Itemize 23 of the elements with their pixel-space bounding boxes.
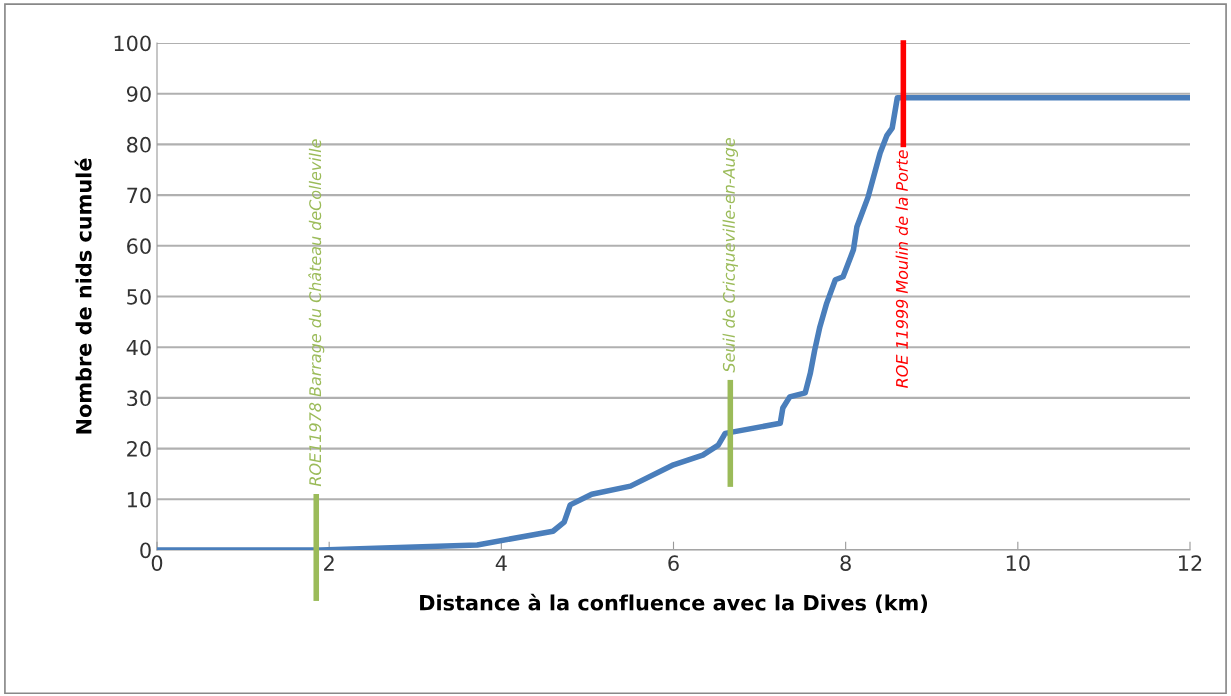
x-tick-label: 0: [151, 555, 163, 571]
x-tick-label: 8: [840, 555, 851, 571]
x-tick-label: 6: [668, 555, 679, 571]
ref-line-label: ROE11978 Barrage du Château deColleville: [308, 139, 325, 487]
y-tick-label: 90: [126, 86, 151, 102]
ref-line-label: Seuil de Cricqueville-en-Auge: [722, 138, 739, 373]
y-tick-label: 20: [127, 441, 151, 457]
y-tick-label: 40: [126, 339, 151, 356]
y-tick-label: 80: [127, 136, 151, 153]
y-tick-label: 70: [127, 187, 151, 204]
x-axis-title: Distance à la confluence avec la Dives (km): [420, 593, 928, 614]
x-tick-label: 12: [1179, 555, 1202, 571]
y-tick-label: 50: [127, 288, 151, 305]
y-tick-label: 100: [114, 35, 151, 52]
x-tick-label: 10: [1006, 555, 1030, 571]
y-tick-label: 60: [127, 238, 151, 255]
y-tick-label: 10: [127, 491, 151, 508]
ref-line-label: ROE 11999 Moulin de la Porte: [895, 150, 908, 388]
y-axis-title: Nombre de nids cumulé: [74, 158, 92, 434]
y-tick-label: 30: [127, 390, 151, 407]
y-tick-label: 0: [140, 542, 151, 559]
x-tick-label: 4: [495, 555, 507, 571]
x-tick-label: 2: [324, 555, 334, 571]
